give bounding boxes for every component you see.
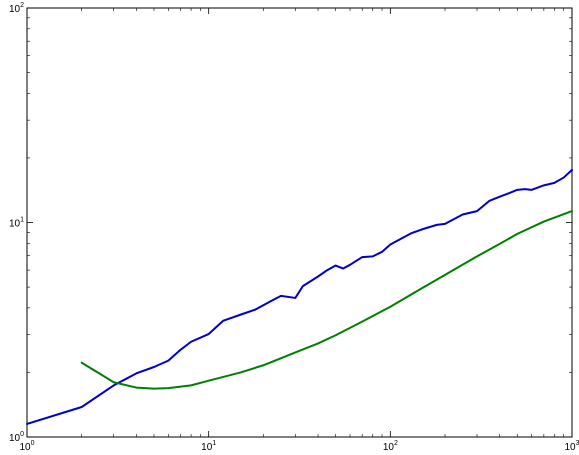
minor-ticks	[27, 8, 572, 437]
x-tick-label-exp: 3	[576, 440, 579, 447]
x-tick-label: 100	[19, 440, 34, 453]
x-tick-label-exp: 1	[212, 440, 216, 447]
x-tick-label-exp: 0	[31, 440, 35, 447]
x-tick-label: 102	[383, 440, 398, 453]
x-tick-label-base: 10	[19, 442, 31, 453]
x-tick-label-exp: 2	[394, 440, 398, 447]
series-line-1	[26, 168, 573, 425]
y-tick-label: 100	[9, 431, 24, 444]
y-tick-label-exp: 2	[20, 2, 24, 9]
series-line-2	[80, 210, 573, 390]
major-ticks	[26, 7, 573, 438]
y-tick-label: 101	[9, 217, 24, 230]
y-tick-label-base: 10	[9, 433, 21, 444]
x-tick-label-base: 10	[564, 442, 576, 453]
y-tick-label-exp: 0	[20, 431, 24, 438]
y-tick-label: 102	[9, 2, 24, 15]
series-layer	[26, 168, 573, 425]
x-tick-label-base: 10	[383, 442, 395, 453]
x-tick-label: 101	[201, 440, 216, 453]
x-tick-label: 103	[564, 440, 579, 453]
y-tick-label-base: 10	[9, 4, 21, 15]
plot-area	[26, 7, 573, 438]
x-tick-label-base: 10	[201, 442, 213, 453]
y-tick-label-base: 10	[9, 219, 21, 230]
y-tick-label-exp: 1	[20, 217, 24, 224]
